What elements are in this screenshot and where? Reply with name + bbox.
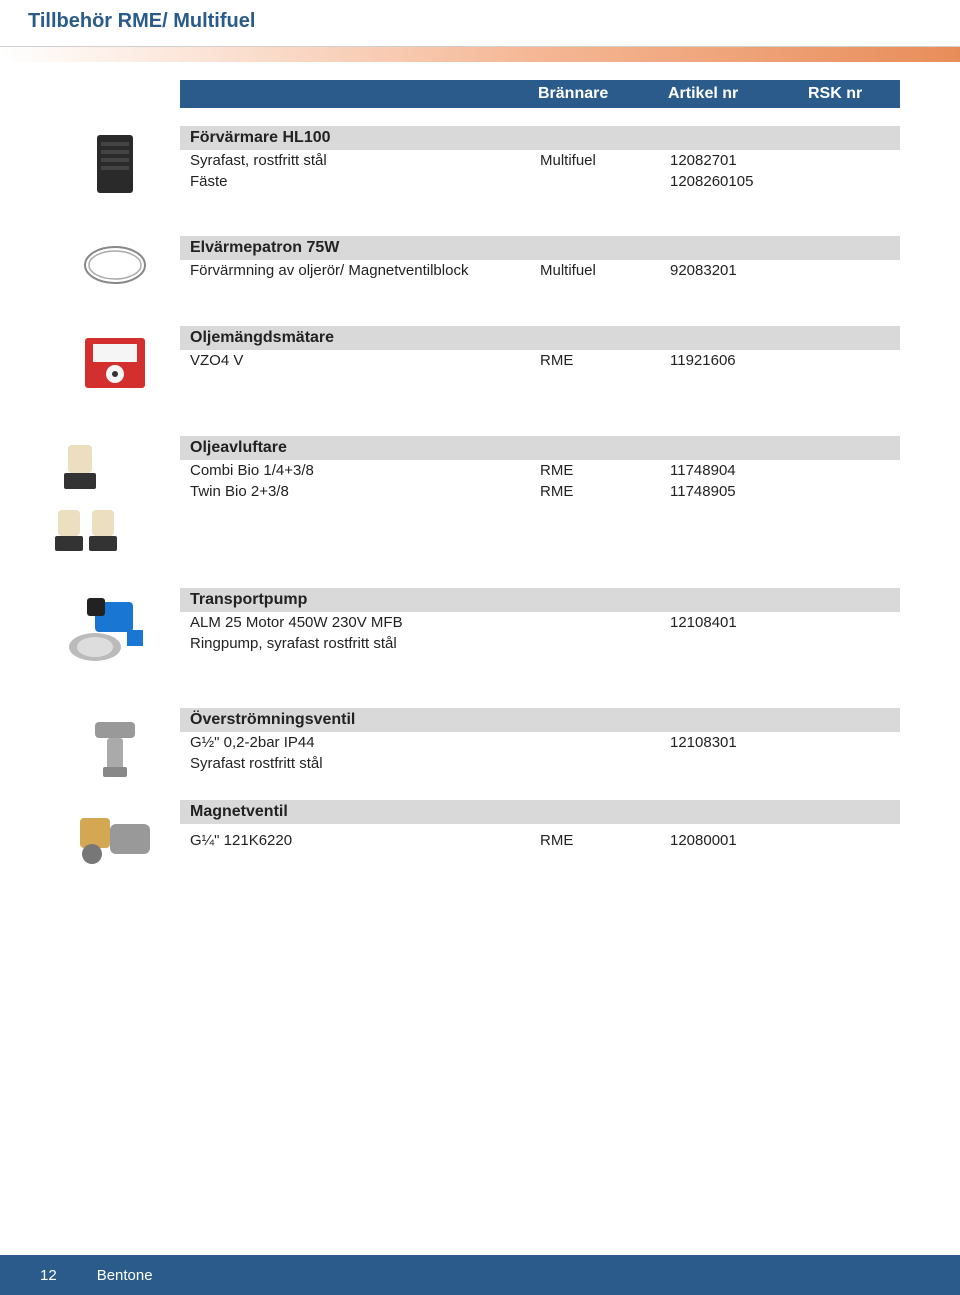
section-title: Överströmningsventil <box>180 708 900 732</box>
cell-brannare <box>540 173 670 190</box>
cell-desc: Förvärmning av oljerör/ Magnetventilbloc… <box>190 262 540 279</box>
cell-artikel: 12080001 <box>670 832 810 849</box>
cell-desc: ALM 25 Motor 450W 230V MFB <box>190 614 540 631</box>
section-title: Förvärmare HL100 <box>180 126 900 150</box>
cell-brannare: RME <box>540 832 670 849</box>
heater-icon <box>85 130 145 200</box>
section-title: Oljemängdsmätare <box>180 326 900 350</box>
meter-icon <box>75 330 155 400</box>
table-row: Combi Bio 1/4+3/8 RME 11748904 <box>180 460 900 481</box>
content-area: Brännare Artikel nr RSK nr Förvärmare HL… <box>0 80 960 910</box>
cell-artikel: 12108301 <box>670 734 810 751</box>
cell-artikel: 11748904 <box>670 462 810 479</box>
header-artikel: Artikel nr <box>668 85 808 103</box>
table-row: Syrafast, rostfritt stål Multifuel 12082… <box>180 150 900 171</box>
section-forvarmare: Förvärmare HL100 Syrafast, rostfritt stå… <box>50 126 900 200</box>
table-row: Syrafast rostfritt stål <box>180 753 900 774</box>
cell-desc: Fäste <box>190 173 540 190</box>
cell-desc: Twin Bio 2+3/8 <box>190 483 540 500</box>
cell-rsk <box>810 755 890 772</box>
page-footer: 12 Bentone <box>0 1255 960 1295</box>
table-row: G¼" 121K6220 RME 12080001 <box>180 824 900 851</box>
table-row: Ringpump, syrafast rostfritt stål <box>180 633 900 654</box>
cell-desc: Syrafast rostfritt stål <box>190 755 540 772</box>
table-row: G½" 0,2-2bar IP44 12108301 <box>180 732 900 753</box>
cell-brannare <box>540 734 670 751</box>
section-transportpump: Transportpump ALM 25 Motor 450W 230V MFB… <box>50 588 900 672</box>
section-elvarmepatron: Elvärmepatron 75W Förvärmning av oljerör… <box>50 236 900 290</box>
cell-brannare: RME <box>540 462 670 479</box>
page-number: 12 <box>40 1267 57 1284</box>
cell-rsk <box>810 152 890 169</box>
cell-rsk <box>810 734 890 751</box>
product-image <box>50 588 180 672</box>
gradient-divider <box>0 46 960 62</box>
heating-element-icon <box>75 240 155 290</box>
cell-artikel: 92083201 <box>670 262 810 279</box>
cell-rsk <box>810 614 890 631</box>
section-magnetventil: Magnetventil G¼" 121K6220 RME 12080001 <box>50 800 900 874</box>
cell-artikel: 1208260105 <box>670 173 810 190</box>
solenoid-valve-icon <box>70 804 160 874</box>
section-oljeavluftare: Oljeavluftare Combi Bio 1/4+3/8 RME 1174… <box>50 436 900 560</box>
cell-artikel: 11748905 <box>670 483 810 500</box>
cell-desc: Combi Bio 1/4+3/8 <box>190 462 540 479</box>
cell-rsk <box>810 262 890 279</box>
cell-desc: G½" 0,2-2bar IP44 <box>190 734 540 751</box>
cell-desc: G¼" 121K6220 <box>190 832 540 849</box>
cell-artikel: 11921606 <box>670 352 810 369</box>
cell-brannare: Multifuel <box>540 152 670 169</box>
header-brannare: Brännare <box>538 85 668 103</box>
product-image <box>50 800 180 874</box>
page-title: Tillbehör RME/ Multifuel <box>0 0 960 33</box>
product-image <box>50 236 180 290</box>
cell-brannare <box>540 635 670 652</box>
product-image <box>50 126 180 200</box>
cell-rsk <box>810 352 890 369</box>
table-row: VZO4 V RME 11921606 <box>180 350 900 371</box>
section-title: Transportpump <box>180 588 900 612</box>
section-title: Elvärmepatron 75W <box>180 236 900 260</box>
table-row: ALM 25 Motor 450W 230V MFB 12108401 <box>180 612 900 633</box>
cell-artikel: 12082701 <box>670 152 810 169</box>
cell-artikel <box>670 635 810 652</box>
cell-rsk <box>810 635 890 652</box>
cell-rsk <box>810 483 890 500</box>
table-row: Förvärmning av oljerör/ Magnetventilbloc… <box>180 260 900 281</box>
product-image <box>50 708 180 782</box>
table-row: Twin Bio 2+3/8 RME 11748905 <box>180 481 900 502</box>
product-image <box>50 436 180 560</box>
cell-artikel: 12108401 <box>670 614 810 631</box>
cell-rsk <box>810 462 890 479</box>
header-spacer <box>192 85 538 103</box>
section-title: Magnetventil <box>180 800 900 824</box>
pump-icon <box>65 592 165 672</box>
cell-desc: Syrafast, rostfritt stål <box>190 152 540 169</box>
valve-icon <box>85 712 145 782</box>
cell-brannare <box>540 755 670 772</box>
table-header: Brännare Artikel nr RSK nr <box>180 80 900 108</box>
header-rsk: RSK nr <box>808 85 888 103</box>
cell-brannare: Multifuel <box>540 262 670 279</box>
cell-desc: VZO4 V <box>190 352 540 369</box>
section-oljemangd: Oljemängdsmätare VZO4 V RME 11921606 <box>50 326 900 400</box>
cell-brannare: RME <box>540 352 670 369</box>
cell-brannare <box>540 614 670 631</box>
cell-brannare: RME <box>540 483 670 500</box>
section-title: Oljeavluftare <box>180 436 900 460</box>
deaerator-double-icon <box>50 505 130 560</box>
cell-rsk <box>810 173 890 190</box>
cell-artikel <box>670 755 810 772</box>
section-overstromning: Överströmningsventil G½" 0,2-2bar IP44 1… <box>50 708 900 782</box>
deaerator-single-icon <box>50 440 110 495</box>
cell-desc: Ringpump, syrafast rostfritt stål <box>190 635 540 652</box>
product-image <box>50 326 180 400</box>
cell-rsk <box>810 832 890 849</box>
brand-name: Bentone <box>97 1267 153 1284</box>
table-row: Fäste 1208260105 <box>180 171 900 192</box>
